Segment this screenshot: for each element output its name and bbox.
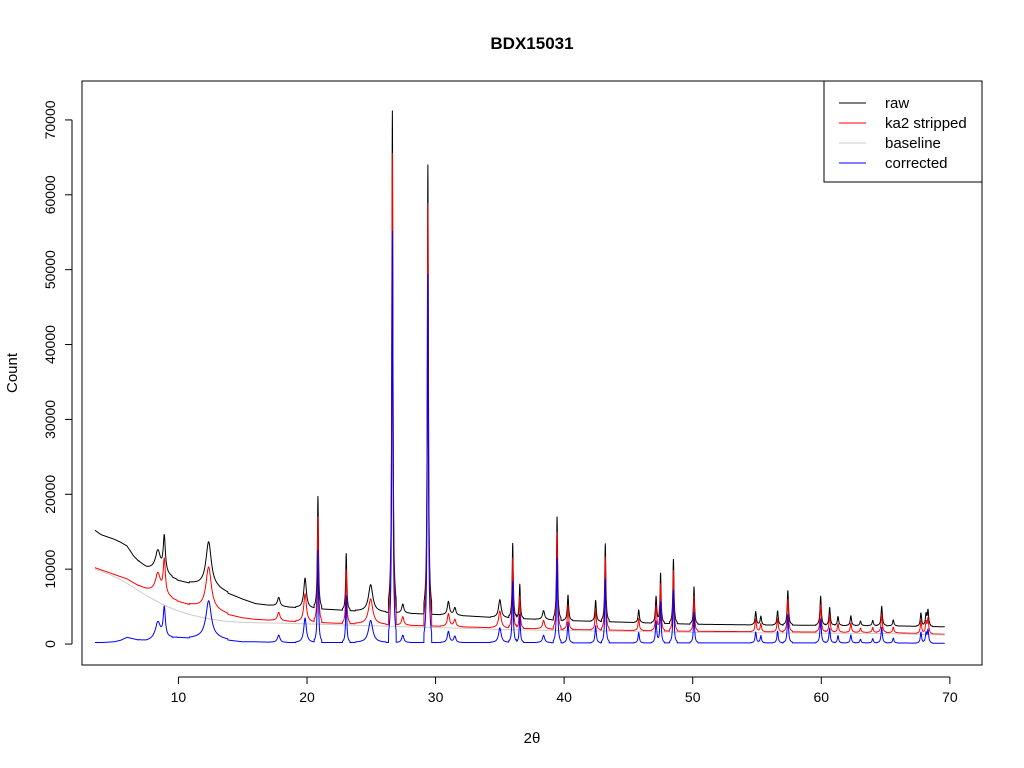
x-axis-label: 2θ	[524, 730, 541, 747]
x-tick-label: 50	[685, 689, 701, 705]
y-tick-label: 0	[42, 640, 58, 648]
legend-label-ka2-stripped: ka2 stripped	[885, 115, 967, 132]
y-tick-label: 20000	[42, 475, 58, 514]
series-line-raw	[94, 110, 946, 628]
x-tick-label: 20	[299, 689, 315, 705]
x-tick-label: 30	[428, 689, 444, 705]
chart-title: BDX15031	[490, 34, 573, 53]
y-tick-label: 40000	[42, 325, 58, 364]
series-line-corrected	[94, 230, 946, 644]
y-tick-label: 60000	[42, 175, 58, 214]
series-layer	[94, 110, 946, 644]
legend-box	[823, 80, 983, 183]
y-axis-label: Count	[4, 352, 21, 393]
series-line-ka2-stripped	[94, 152, 946, 635]
x-tick-label: 60	[813, 689, 829, 705]
x-axis: 10 20 30 40 50 60 70	[171, 676, 958, 705]
legend-label-baseline: baseline	[885, 135, 941, 152]
legend-label-raw: raw	[885, 95, 909, 112]
y-axis: 0 10000 20000 30000 40000 50000 60000 70000	[42, 100, 73, 648]
legend-label-corrected: corrected	[885, 155, 948, 172]
x-tick-label: 10	[171, 689, 187, 705]
y-tick-label: 30000	[42, 400, 58, 439]
series-line-baseline	[94, 568, 945, 636]
legend: raw ka2 stripped baseline corrected	[823, 80, 983, 183]
y-tick-label: 70000	[42, 100, 58, 139]
plot-frame	[81, 80, 983, 666]
y-tick-label: 50000	[42, 250, 58, 289]
x-tick-label: 70	[942, 689, 958, 705]
x-tick-label: 40	[556, 689, 572, 705]
y-tick-label: 10000	[42, 549, 58, 588]
